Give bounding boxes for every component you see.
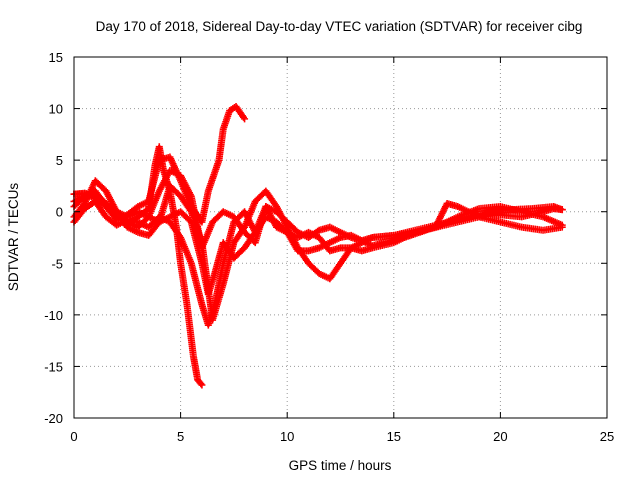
data-point (241, 115, 249, 123)
ticks: 0 5 10 15 20 25 -20 -15 -10 -5 0 5 10 15 (44, 50, 614, 444)
y-tick-label: -20 (44, 411, 63, 426)
data-point (198, 381, 206, 389)
data-point (197, 380, 205, 388)
y-tick-label: 0 (56, 205, 63, 220)
y-tick-label: 5 (56, 153, 63, 168)
x-tick-label: 20 (493, 429, 507, 444)
data-point (558, 206, 566, 214)
y-axis-label: SDTVAR / TECUs (6, 183, 21, 292)
x-tick-label: 5 (177, 429, 184, 444)
x-axis-label: GPS time / hours (289, 458, 392, 473)
data-point (558, 223, 566, 231)
x-tick-label: 25 (600, 429, 614, 444)
y-tick-label: 15 (49, 50, 63, 65)
x-tick-label: 15 (387, 429, 401, 444)
plot-frame (73, 56, 608, 419)
x-tick-label: 10 (280, 429, 294, 444)
chart-title: Day 170 of 2018, Sidereal Day-to-day VTE… (96, 19, 583, 34)
x-tick-label: 0 (70, 429, 77, 444)
series-track-6 (70, 166, 566, 255)
y-tick-label: -15 (44, 359, 63, 374)
y-tick-label: 10 (49, 102, 63, 117)
y-tick-label: -10 (44, 308, 63, 323)
data-points (70, 103, 566, 389)
y-tick-label: -5 (51, 256, 63, 271)
